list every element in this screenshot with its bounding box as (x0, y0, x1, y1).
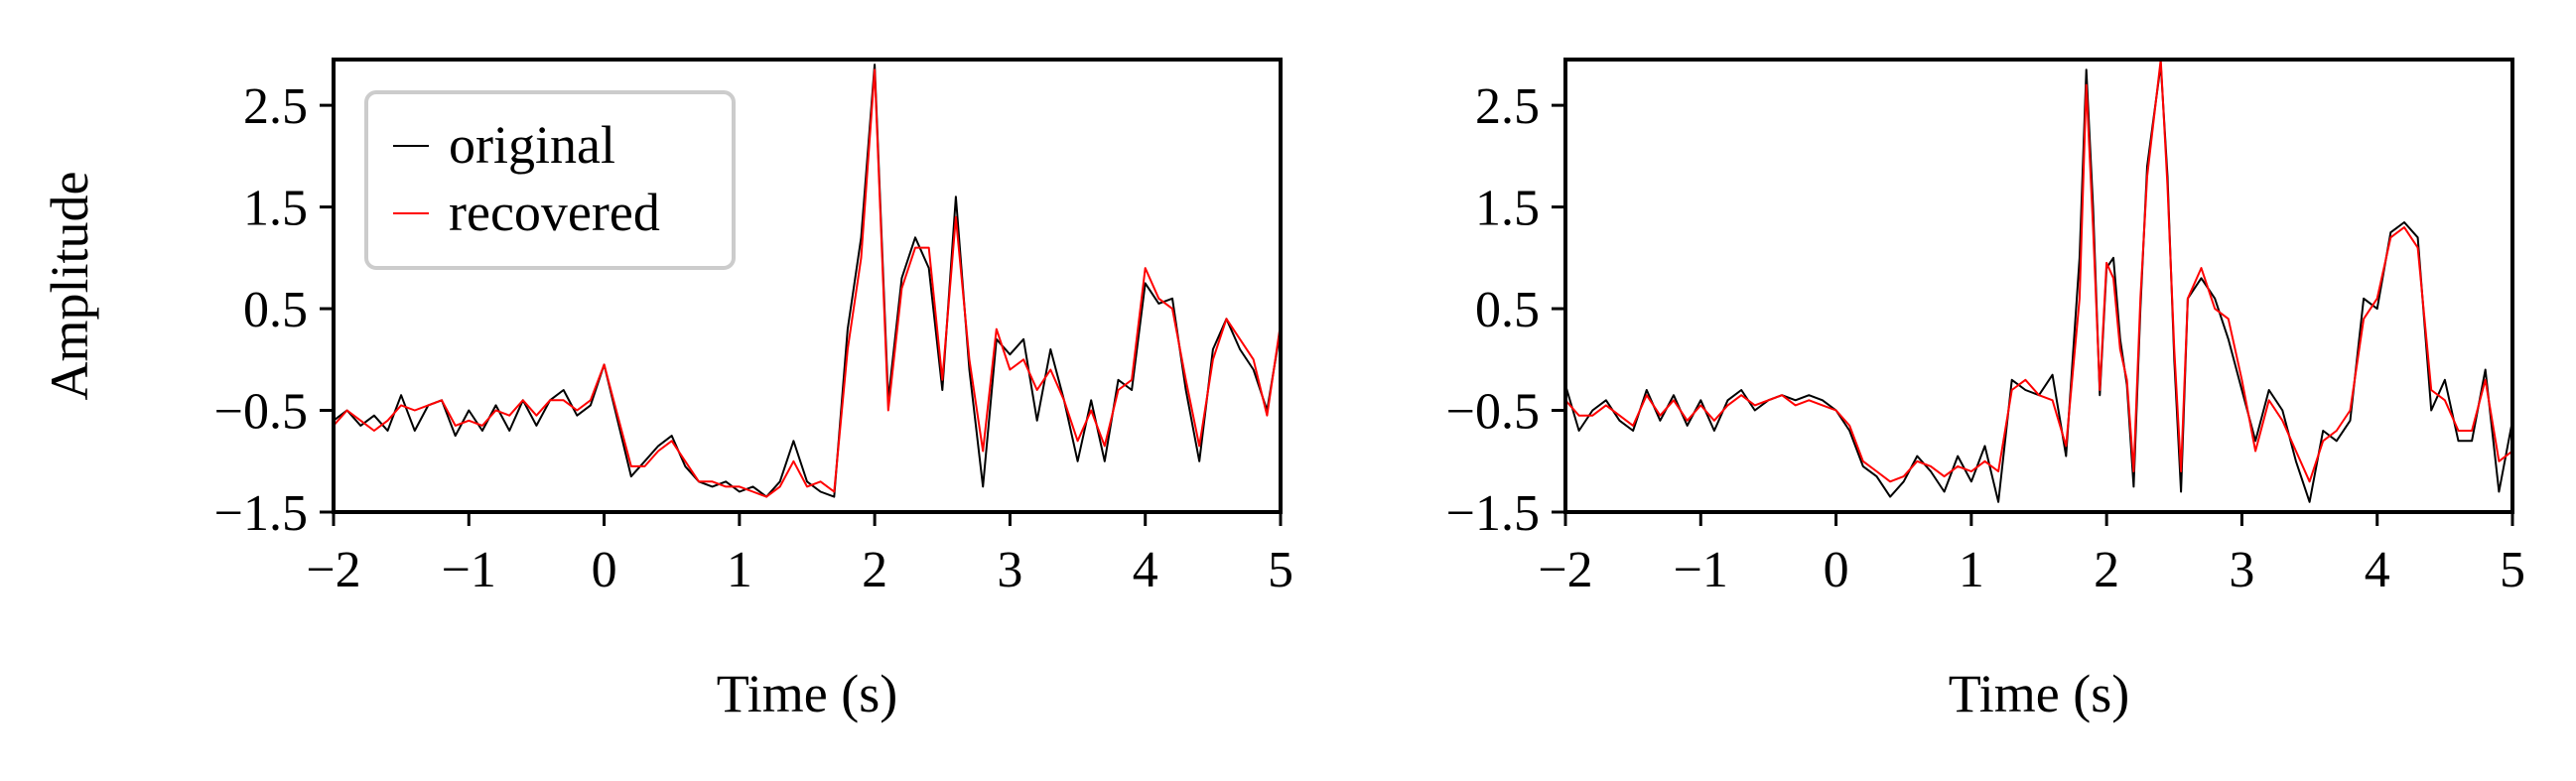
x-tick-label: 2 (2094, 542, 2119, 598)
right-axis-ticks: −2 −1 0 1 2 3 4 5 −1.5 −0.5 0.5 1.5 2.5 (1446, 78, 2525, 598)
y-tick-label: −1.5 (214, 485, 308, 542)
y-tick-label: −0.5 (214, 384, 308, 441)
x-tick-label: 1 (1959, 542, 1984, 598)
legend: original recovered (364, 90, 736, 270)
x-tick-label: −2 (306, 542, 360, 598)
series-line-original (334, 64, 1281, 498)
x-tick-label: 4 (2365, 542, 2390, 598)
x-tick-label: 3 (997, 542, 1022, 598)
legend-box (364, 90, 736, 270)
x-tick-label: −1 (442, 542, 496, 598)
left-y-axis-label: Amplitude (40, 172, 99, 401)
left-axis-ticks: −2 −1 0 1 2 3 4 5 −1.5 −0.5 0.5 1.5 2.5 (214, 78, 1293, 598)
series-line-recovered (1565, 60, 2512, 483)
x-tick-label: 0 (1824, 542, 1849, 598)
x-tick-label: 1 (727, 542, 752, 598)
right-x-axis-label: Time (s) (1949, 664, 2130, 723)
x-tick-label: 5 (2500, 542, 2525, 598)
right-chart-lines (1565, 60, 2512, 503)
y-tick-label: 0.5 (243, 282, 308, 338)
y-tick-label: 1.5 (243, 181, 308, 237)
left-x-axis-label: Time (s) (717, 664, 898, 723)
y-tick-label: −0.5 (1446, 384, 1540, 441)
legend-original-label: original (449, 115, 615, 175)
legend-recovered-label: recovered (449, 183, 660, 242)
right-plot-frame (1563, 58, 2514, 514)
left-chart-panel: −2 −1 0 1 2 3 4 5 −1.5 −0.5 0.5 1.5 2.5 Time (s) Amp… (40, 58, 1293, 723)
y-tick-label: −1.5 (1446, 485, 1540, 542)
y-tick-label: 1.5 (1475, 181, 1540, 237)
y-tick-label: 0.5 (1475, 282, 1540, 338)
y-tick-label: 2.5 (243, 78, 308, 135)
x-tick-label: −1 (1674, 542, 1728, 598)
x-tick-label: −2 (1538, 542, 1592, 598)
left-chart-lines (334, 64, 1281, 498)
series-line-recovered (334, 68, 1281, 498)
x-tick-label: 4 (1133, 542, 1158, 598)
x-tick-label: 3 (2229, 542, 2254, 598)
x-tick-label: 2 (862, 542, 887, 598)
y-tick-label: 2.5 (1475, 78, 1540, 135)
left-plot-frame (332, 58, 1283, 514)
x-tick-label: 5 (1268, 542, 1293, 598)
right-chart-panel: −2 −1 0 1 2 3 4 5 −1.5 −0.5 0.5 1.5 2.5 Time (s) (1446, 58, 2525, 723)
x-tick-label: 0 (592, 542, 617, 598)
